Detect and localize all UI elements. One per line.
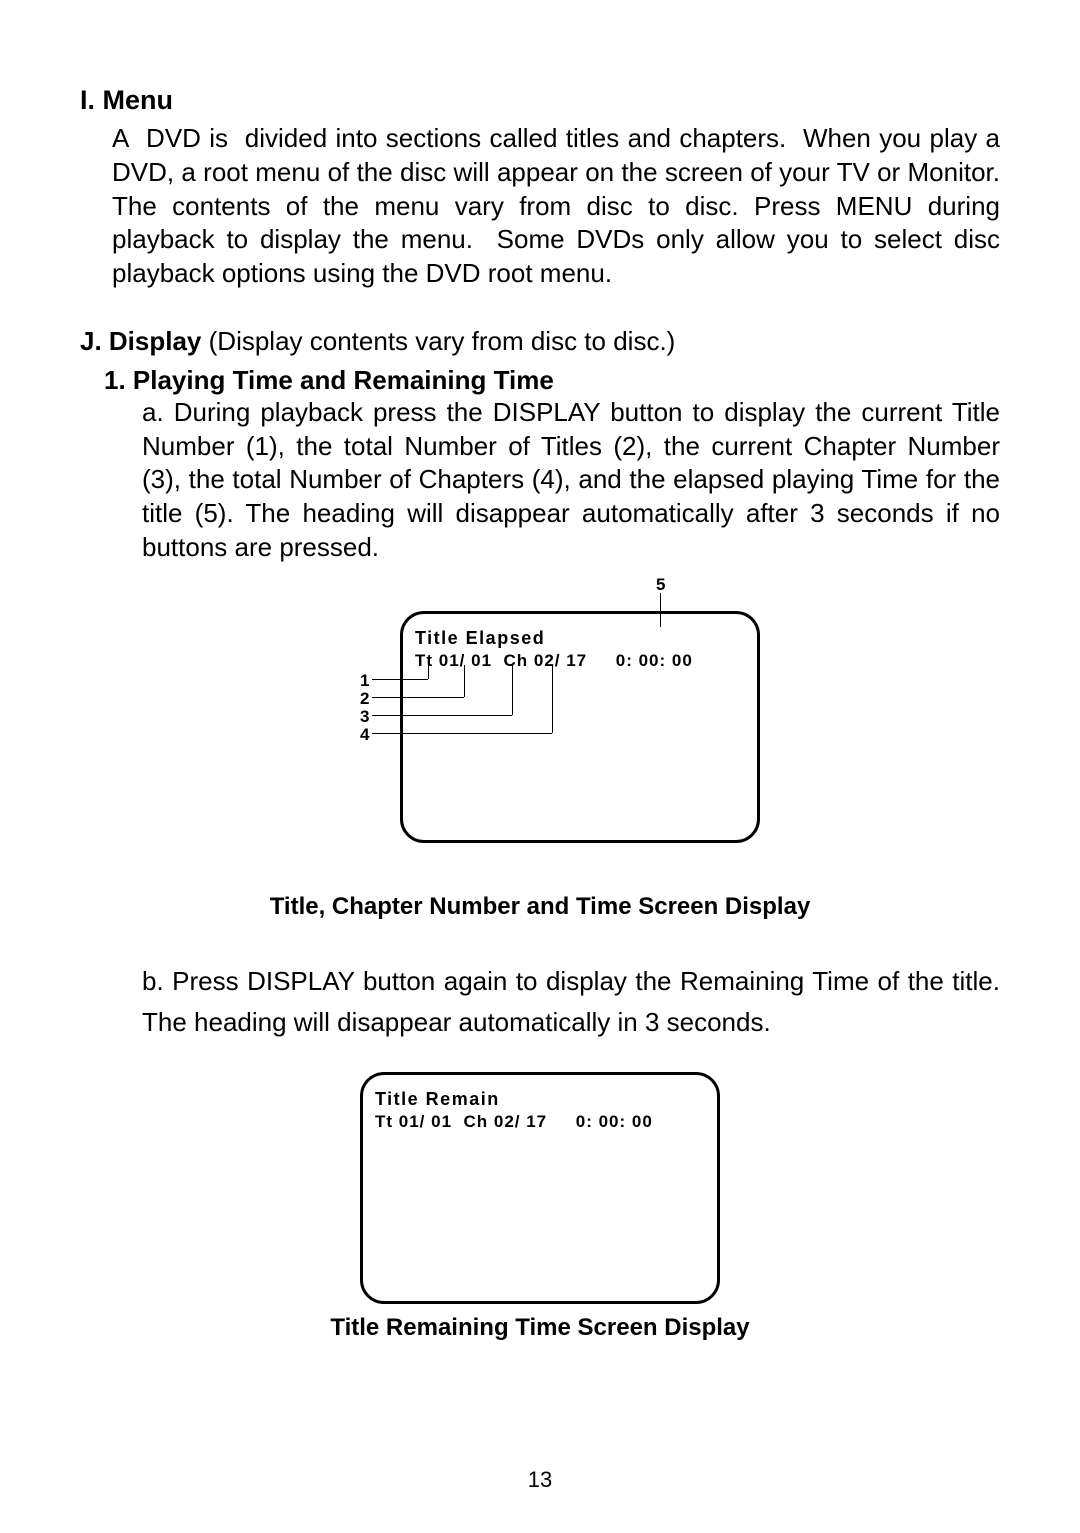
figure-1-screen: Title Elapsed Tt 01/ 01 Ch 02/ 17 0: 00:… [400,611,760,843]
figure-2-line2: Tt 01/ 01 Ch 02/ 17 0: 00: 00 [375,1112,705,1132]
section-j-item-b: b. Press DISPLAY button again to display… [142,961,1000,1044]
callout-1-vline [428,665,429,679]
figure-2-caption: Title Remaining Time Screen Display [330,1314,749,1342]
callout-2-hline [372,697,464,698]
callout-1-label: 1 [360,671,369,691]
figure-1: 5 Title Elapsed Tt 01/ 01 Ch 02/ 17 0: 0… [80,575,1000,921]
callout-5-label: 5 [656,575,665,595]
callout-4-hline [372,733,552,734]
section-j: J. Display (Display contents vary from d… [80,325,1000,1342]
figure-1-callout-wrap: 5 Title Elapsed Tt 01/ 01 Ch 02/ 17 0: 0… [320,575,760,875]
section-j-item-a: a. During playback press the DISPLAY but… [142,396,1000,565]
figure-2-line1: Title Remain [375,1089,705,1110]
section-i-body: A DVD is divided into sections called ti… [112,122,1000,291]
section-j-heading-bold: J. Display [80,326,201,356]
manual-page: I. Menu A DVD is divided into sections c… [0,0,1080,1533]
figure-2: Title Remain Tt 01/ 01 Ch 02/ 17 0: 00: … [80,1072,1000,1342]
section-j-sub1-heading: 1. Playing Time and Remaining Time [104,365,1000,396]
page-number: 13 [0,1467,1080,1493]
callout-3-vline [512,665,513,715]
section-j-heading: J. Display (Display contents vary from d… [80,325,1000,359]
callout-3-hline [372,715,512,716]
callout-4-label: 4 [360,725,369,745]
section-j-heading-rest: (Display contents vary from disc to disc… [201,326,675,356]
callout-3-label: 3 [360,707,369,727]
callout-1-hline [372,679,428,680]
callout-2-label: 2 [360,689,369,709]
figure-1-caption: Title, Chapter Number and Time Screen Di… [270,893,811,921]
callout-4-vline [552,665,553,733]
callout-2-vline [464,665,465,697]
figure-2-screen: Title Remain Tt 01/ 01 Ch 02/ 17 0: 00: … [360,1072,720,1304]
figure-1-line1: Title Elapsed [415,628,745,649]
section-i-heading: I. Menu [80,85,1000,116]
section-i: I. Menu A DVD is divided into sections c… [80,85,1000,291]
